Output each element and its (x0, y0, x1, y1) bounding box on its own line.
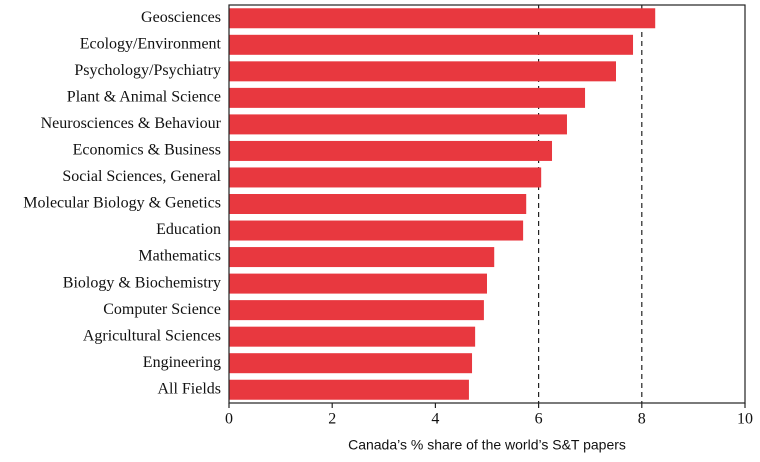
bar (229, 34, 634, 55)
x-tick-label: 6 (535, 411, 543, 428)
bar (229, 273, 487, 294)
y-tick-label: Molecular Biology & Genetics (23, 195, 221, 212)
bar (229, 87, 586, 108)
bar (229, 167, 542, 188)
bar (229, 247, 495, 268)
x-tick-label: 10 (737, 411, 753, 428)
y-tick-label: Neurosciences & Behaviour (41, 115, 222, 132)
y-tick-label: Education (156, 221, 221, 238)
bar (229, 114, 567, 135)
bar (229, 300, 484, 321)
bar (229, 326, 476, 347)
bar (229, 353, 473, 374)
x-tick-label: 2 (328, 411, 336, 428)
y-tick-label: Engineering (143, 354, 221, 371)
plot-frame (228, 4, 746, 404)
y-tick-label: Geosciences (141, 9, 221, 26)
bar (229, 220, 524, 241)
y-tick-label: All Fields (157, 380, 221, 397)
bar (229, 61, 616, 82)
y-tick-label: Social Sciences, General (62, 168, 221, 185)
bar (229, 379, 469, 400)
bar (229, 194, 527, 214)
y-tick-label: Economics & Business (73, 142, 221, 159)
bar (229, 140, 553, 161)
y-tick-label: Biology & Biochemistry (63, 274, 221, 291)
x-tick-label: 0 (225, 411, 233, 428)
y-tick-label: Psychology/Psychiatry (74, 62, 221, 79)
y-tick-label: Ecology/Environment (80, 35, 222, 52)
y-tick-label: Agricultural Sciences (83, 327, 221, 344)
x-axis-title: Canada’s % share of the world’s S&T pape… (348, 437, 626, 453)
x-tick-label: 8 (638, 411, 646, 428)
x-tick-label: 4 (431, 411, 439, 428)
bar (229, 8, 656, 29)
y-tick-label: Computer Science (103, 301, 221, 318)
y-tick-label: Plant & Animal Science (67, 89, 221, 106)
y-tick-label: Mathematics (138, 248, 221, 265)
